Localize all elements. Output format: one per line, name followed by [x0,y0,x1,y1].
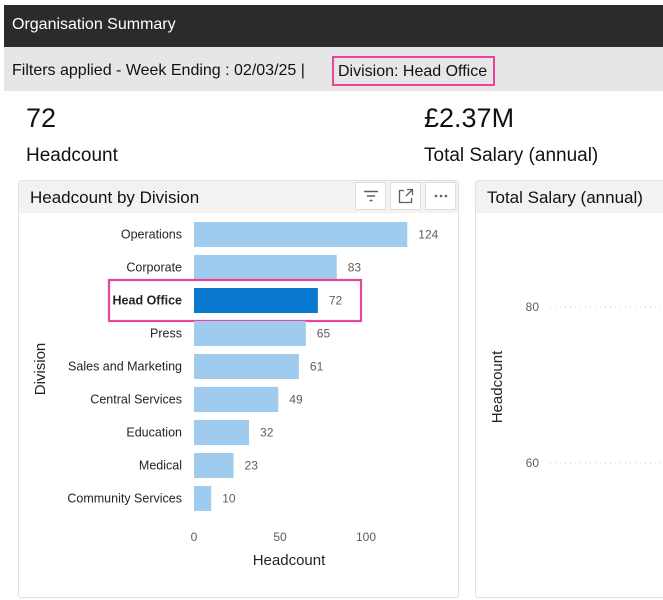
filter-icon [363,190,378,202]
salary-kpi-value: £2.37M [424,103,515,133]
data-label: 124 [418,228,438,242]
more-options-button[interactable] [425,182,456,210]
focus-mode-icon [398,188,413,204]
x-axis-title: Headcount [253,552,326,569]
data-label: 49 [289,393,303,407]
total-salary-card[interactable]: Total Salary (annual) 80 60 Headcount [475,180,663,598]
data-label: 23 [245,459,259,473]
bar-head-office[interactable] [194,288,318,313]
bar-medical[interactable] [194,453,234,478]
bar-corporate[interactable] [194,255,337,280]
focus-mode-button[interactable] [390,182,421,210]
more-options-icon [434,194,447,198]
salary-line-chart[interactable]: 80 60 Headcount [476,213,663,599]
headcount-by-division-card[interactable]: Headcount by Division Operations 124 Corpo… [18,180,459,598]
app-title: Organisation Summary [12,16,176,33]
filter-button[interactable] [355,182,386,210]
y-tick-label: 80 [526,300,540,314]
y-tick-label: 60 [526,456,540,470]
filters-bar: Filters applied - Week Ending : 02/03/25… [4,47,663,91]
bar-sales-and-marketing[interactable] [194,354,299,379]
bar-community-services[interactable] [194,486,212,511]
card-title: Total Salary (annual) [487,188,643,207]
x-tick-label: 50 [273,530,287,544]
category-label: Community Services [67,492,182,506]
category-label: Press [150,327,182,341]
bar-education[interactable] [194,420,250,445]
x-tick-label: 0 [191,530,198,544]
card-toolbar [355,182,456,210]
x-tick-label: 100 [356,530,376,544]
salary-kpi-label: Total Salary (annual) [424,145,599,166]
card-header: Headcount by Division [19,181,458,213]
bar-operations[interactable] [194,222,408,247]
category-label: Education [126,426,182,440]
data-label: 61 [310,360,324,374]
category-label: Head Office [113,294,183,308]
headcount-kpi-label: Headcount [26,145,118,166]
category-label: Medical [139,459,182,473]
filters-applied-text: Filters applied - Week Ending : 02/03/25… [12,62,310,79]
y-axis-title: Headcount [489,350,506,423]
category-label: Operations [121,228,182,242]
app-title-bar: Organisation Summary [4,5,663,47]
bar-press[interactable] [194,321,306,346]
category-label: Central Services [90,393,182,407]
bar-central-services[interactable] [194,387,279,412]
data-label: 65 [317,327,331,341]
category-label: Sales and Marketing [68,360,182,374]
data-label: 32 [260,426,274,440]
data-label: 72 [329,294,343,308]
division-filter-highlight[interactable]: Division: Head Office [332,56,496,86]
headcount-kpi-value: 72 [26,103,57,133]
headcount-bar-chart[interactable]: Operations 124 Corporate 83 Head Office 72 Pre… [19,213,460,599]
data-label: 10 [222,492,236,506]
category-label: Corporate [126,261,182,275]
y-axis-title: Division [32,343,49,396]
data-label: 83 [348,261,362,275]
card-header: Total Salary (annual) [476,181,663,213]
card-title: Headcount by Division [30,188,200,207]
